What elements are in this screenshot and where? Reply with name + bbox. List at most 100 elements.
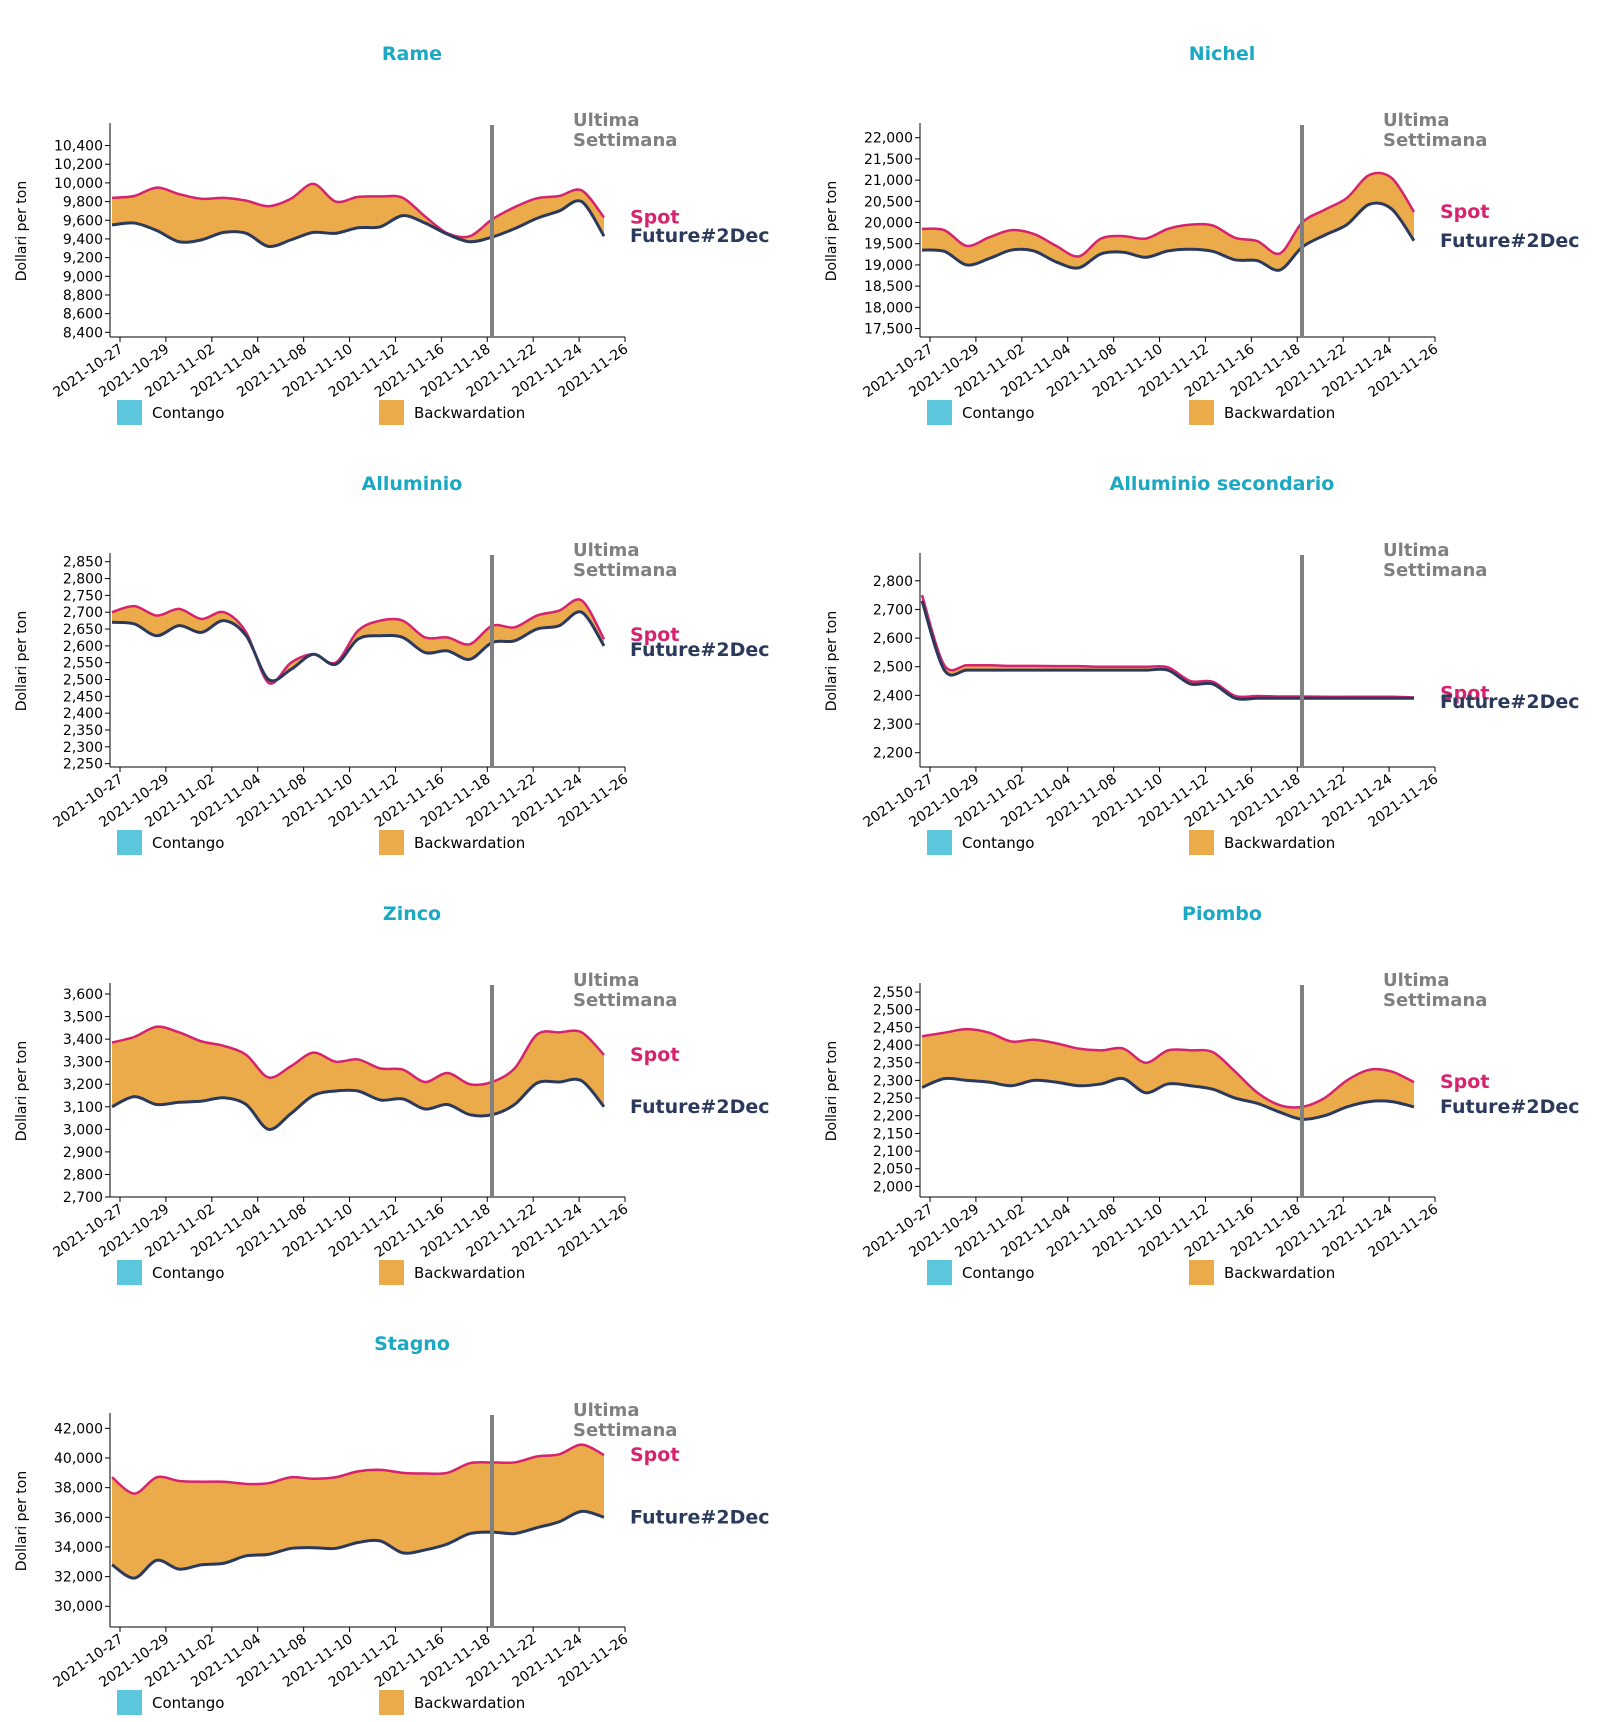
- y-tick-label: 36,000: [54, 1510, 103, 1526]
- last-week-label: Ultima: [1383, 970, 1449, 991]
- y-axis-label: Dollari per ton: [14, 1471, 30, 1571]
- y-tick-label: 10,400: [54, 139, 103, 155]
- chart-title: Zinco: [383, 903, 441, 925]
- legend-contango-label: Contango: [962, 1264, 1034, 1282]
- y-tick-label: 22,000: [864, 131, 913, 147]
- chart-title: Alluminio secondario: [1110, 473, 1335, 495]
- last-week-label: Settimana: [1383, 560, 1487, 581]
- spot-end-label: Spot: [1440, 1071, 1489, 1093]
- y-tick-label: 10,200: [54, 157, 103, 173]
- y-tick-label: 2,700: [63, 605, 103, 621]
- y-tick-label: 2,250: [873, 1091, 913, 1107]
- y-tick-label: 2,250: [63, 757, 103, 773]
- y-tick-label: 2,000: [873, 1179, 913, 1195]
- legend-backwardation-swatch: [379, 1260, 404, 1285]
- chart-title: Piombo: [1182, 903, 1262, 925]
- y-tick-label: 2,200: [873, 746, 913, 762]
- y-tick-label: 21,500: [864, 152, 913, 168]
- backwardation-area: [922, 595, 1414, 699]
- legend-contango-swatch: [927, 400, 952, 425]
- y-tick-label: 8,800: [63, 288, 103, 304]
- y-tick-label: 3,500: [63, 1010, 103, 1026]
- legend-contango-swatch: [927, 1260, 952, 1285]
- y-tick-label: 18,500: [864, 279, 913, 295]
- chart-title: Nichel: [1189, 43, 1256, 65]
- spot-end-label: Spot: [630, 1044, 679, 1066]
- y-tick-label: 3,200: [63, 1077, 103, 1093]
- y-tick-label: 2,550: [873, 985, 913, 1001]
- chart-panel-1: Nichel 17,500 18,000 18,500 19,000 19,500 20,0…: [824, 43, 1580, 425]
- y-tick-label: 3,300: [63, 1055, 103, 1071]
- legend-backwardation-label: Backwardation: [414, 1694, 525, 1712]
- y-axis-label: Dollari per ton: [824, 181, 840, 281]
- chart-panel-5: Piombo2,0002,0502,1002,1502,2002,2502,30…: [824, 903, 1580, 1285]
- backwardation-area: [112, 184, 604, 247]
- last-week-label: Ultima: [1383, 110, 1449, 131]
- y-tick-label: 30,000: [54, 1599, 103, 1615]
- chart-title: Rame: [382, 43, 442, 65]
- legend-backwardation-swatch: [379, 1690, 404, 1715]
- legend-contango-label: Contango: [962, 404, 1034, 422]
- legend-backwardation-label: Backwardation: [1224, 1264, 1335, 1282]
- legend-backwardation-swatch: [1189, 830, 1214, 855]
- chart-panel-2: Alluminio2,2502,3002,3502,4002,4502,5002…: [14, 473, 770, 855]
- y-tick-label: 2,300: [873, 1073, 913, 1089]
- y-tick-label: 32,000: [54, 1570, 103, 1586]
- last-week-label: Settimana: [573, 990, 677, 1011]
- y-tick-label: 8,400: [63, 325, 103, 341]
- future-end-label: Future#2Dec: [1440, 1096, 1580, 1118]
- backwardation-area: [112, 1445, 604, 1578]
- future-line: [922, 601, 1414, 699]
- future-end-label: Future#2Dec: [1440, 691, 1580, 713]
- last-week-label: Settimana: [573, 130, 677, 151]
- legend-backwardation-swatch: [1189, 1260, 1214, 1285]
- y-tick-label: 19,500: [864, 237, 913, 253]
- legend-contango-swatch: [117, 830, 142, 855]
- y-tick-label: 9,800: [63, 195, 103, 211]
- y-tick-label: 3,600: [63, 987, 103, 1003]
- y-tick-label: 40,000: [54, 1451, 103, 1467]
- y-tick-label: 8,600: [63, 307, 103, 323]
- y-tick-label: 10,000: [54, 176, 103, 192]
- y-tick-label: 3,100: [63, 1100, 103, 1116]
- y-tick-label: 34,000: [54, 1540, 103, 1556]
- y-tick-label: 20,500: [864, 194, 913, 210]
- future-end-label: Future#2Dec: [1440, 230, 1580, 252]
- y-tick-label: 2,850: [63, 555, 103, 571]
- legend-backwardation-label: Backwardation: [1224, 834, 1335, 852]
- spot-end-label: Spot: [1440, 201, 1489, 223]
- y-tick-label: 9,200: [63, 251, 103, 267]
- chart-panel-6: Stagno 30,000 32,000 34,000 36,000 38,000 40,0…: [14, 1333, 770, 1715]
- last-week-label: Ultima: [1383, 540, 1449, 561]
- y-tick-label: 2,350: [63, 723, 103, 739]
- legend-contango-label: Contango: [962, 834, 1034, 852]
- last-week-label: Ultima: [573, 1400, 639, 1421]
- y-tick-label: 18,000: [864, 300, 913, 316]
- y-tick-label: 2,600: [63, 639, 103, 655]
- legend-backwardation-label: Backwardation: [414, 834, 525, 852]
- last-week-label: Ultima: [573, 110, 639, 131]
- y-tick-label: 2,650: [63, 622, 103, 638]
- y-tick-label: 2,450: [63, 689, 103, 705]
- legend-contango-swatch: [117, 400, 142, 425]
- y-tick-label: 2,400: [873, 1038, 913, 1054]
- legend-backwardation-swatch: [379, 830, 404, 855]
- y-tick-label: 2,500: [873, 1003, 913, 1019]
- y-tick-label: 3,400: [63, 1032, 103, 1048]
- y-axis-label: Dollari per ton: [14, 181, 30, 281]
- legend-backwardation-swatch: [1189, 400, 1214, 425]
- spot-end-label: Spot: [630, 1444, 679, 1466]
- y-tick-label: 2,050: [873, 1162, 913, 1178]
- spot-line: [112, 599, 604, 683]
- y-tick-label: 2,800: [63, 572, 103, 588]
- charts-canvas: Rame8,4008,6008,8009,0009,2009,4009,6009…: [0, 0, 1618, 1722]
- chart-panel-0: Rame8,4008,6008,8009,0009,2009,4009,6009…: [14, 43, 770, 425]
- backwardation-area: [922, 1029, 1414, 1119]
- y-tick-label: 2,400: [873, 688, 913, 704]
- y-tick-label: 2,500: [63, 673, 103, 689]
- y-tick-label: 2,600: [873, 631, 913, 647]
- future-end-label: Future#2Dec: [630, 1506, 770, 1528]
- y-axis-label: Dollari per ton: [824, 611, 840, 711]
- legend-contango-swatch: [927, 830, 952, 855]
- y-tick-label: 2,300: [63, 740, 103, 756]
